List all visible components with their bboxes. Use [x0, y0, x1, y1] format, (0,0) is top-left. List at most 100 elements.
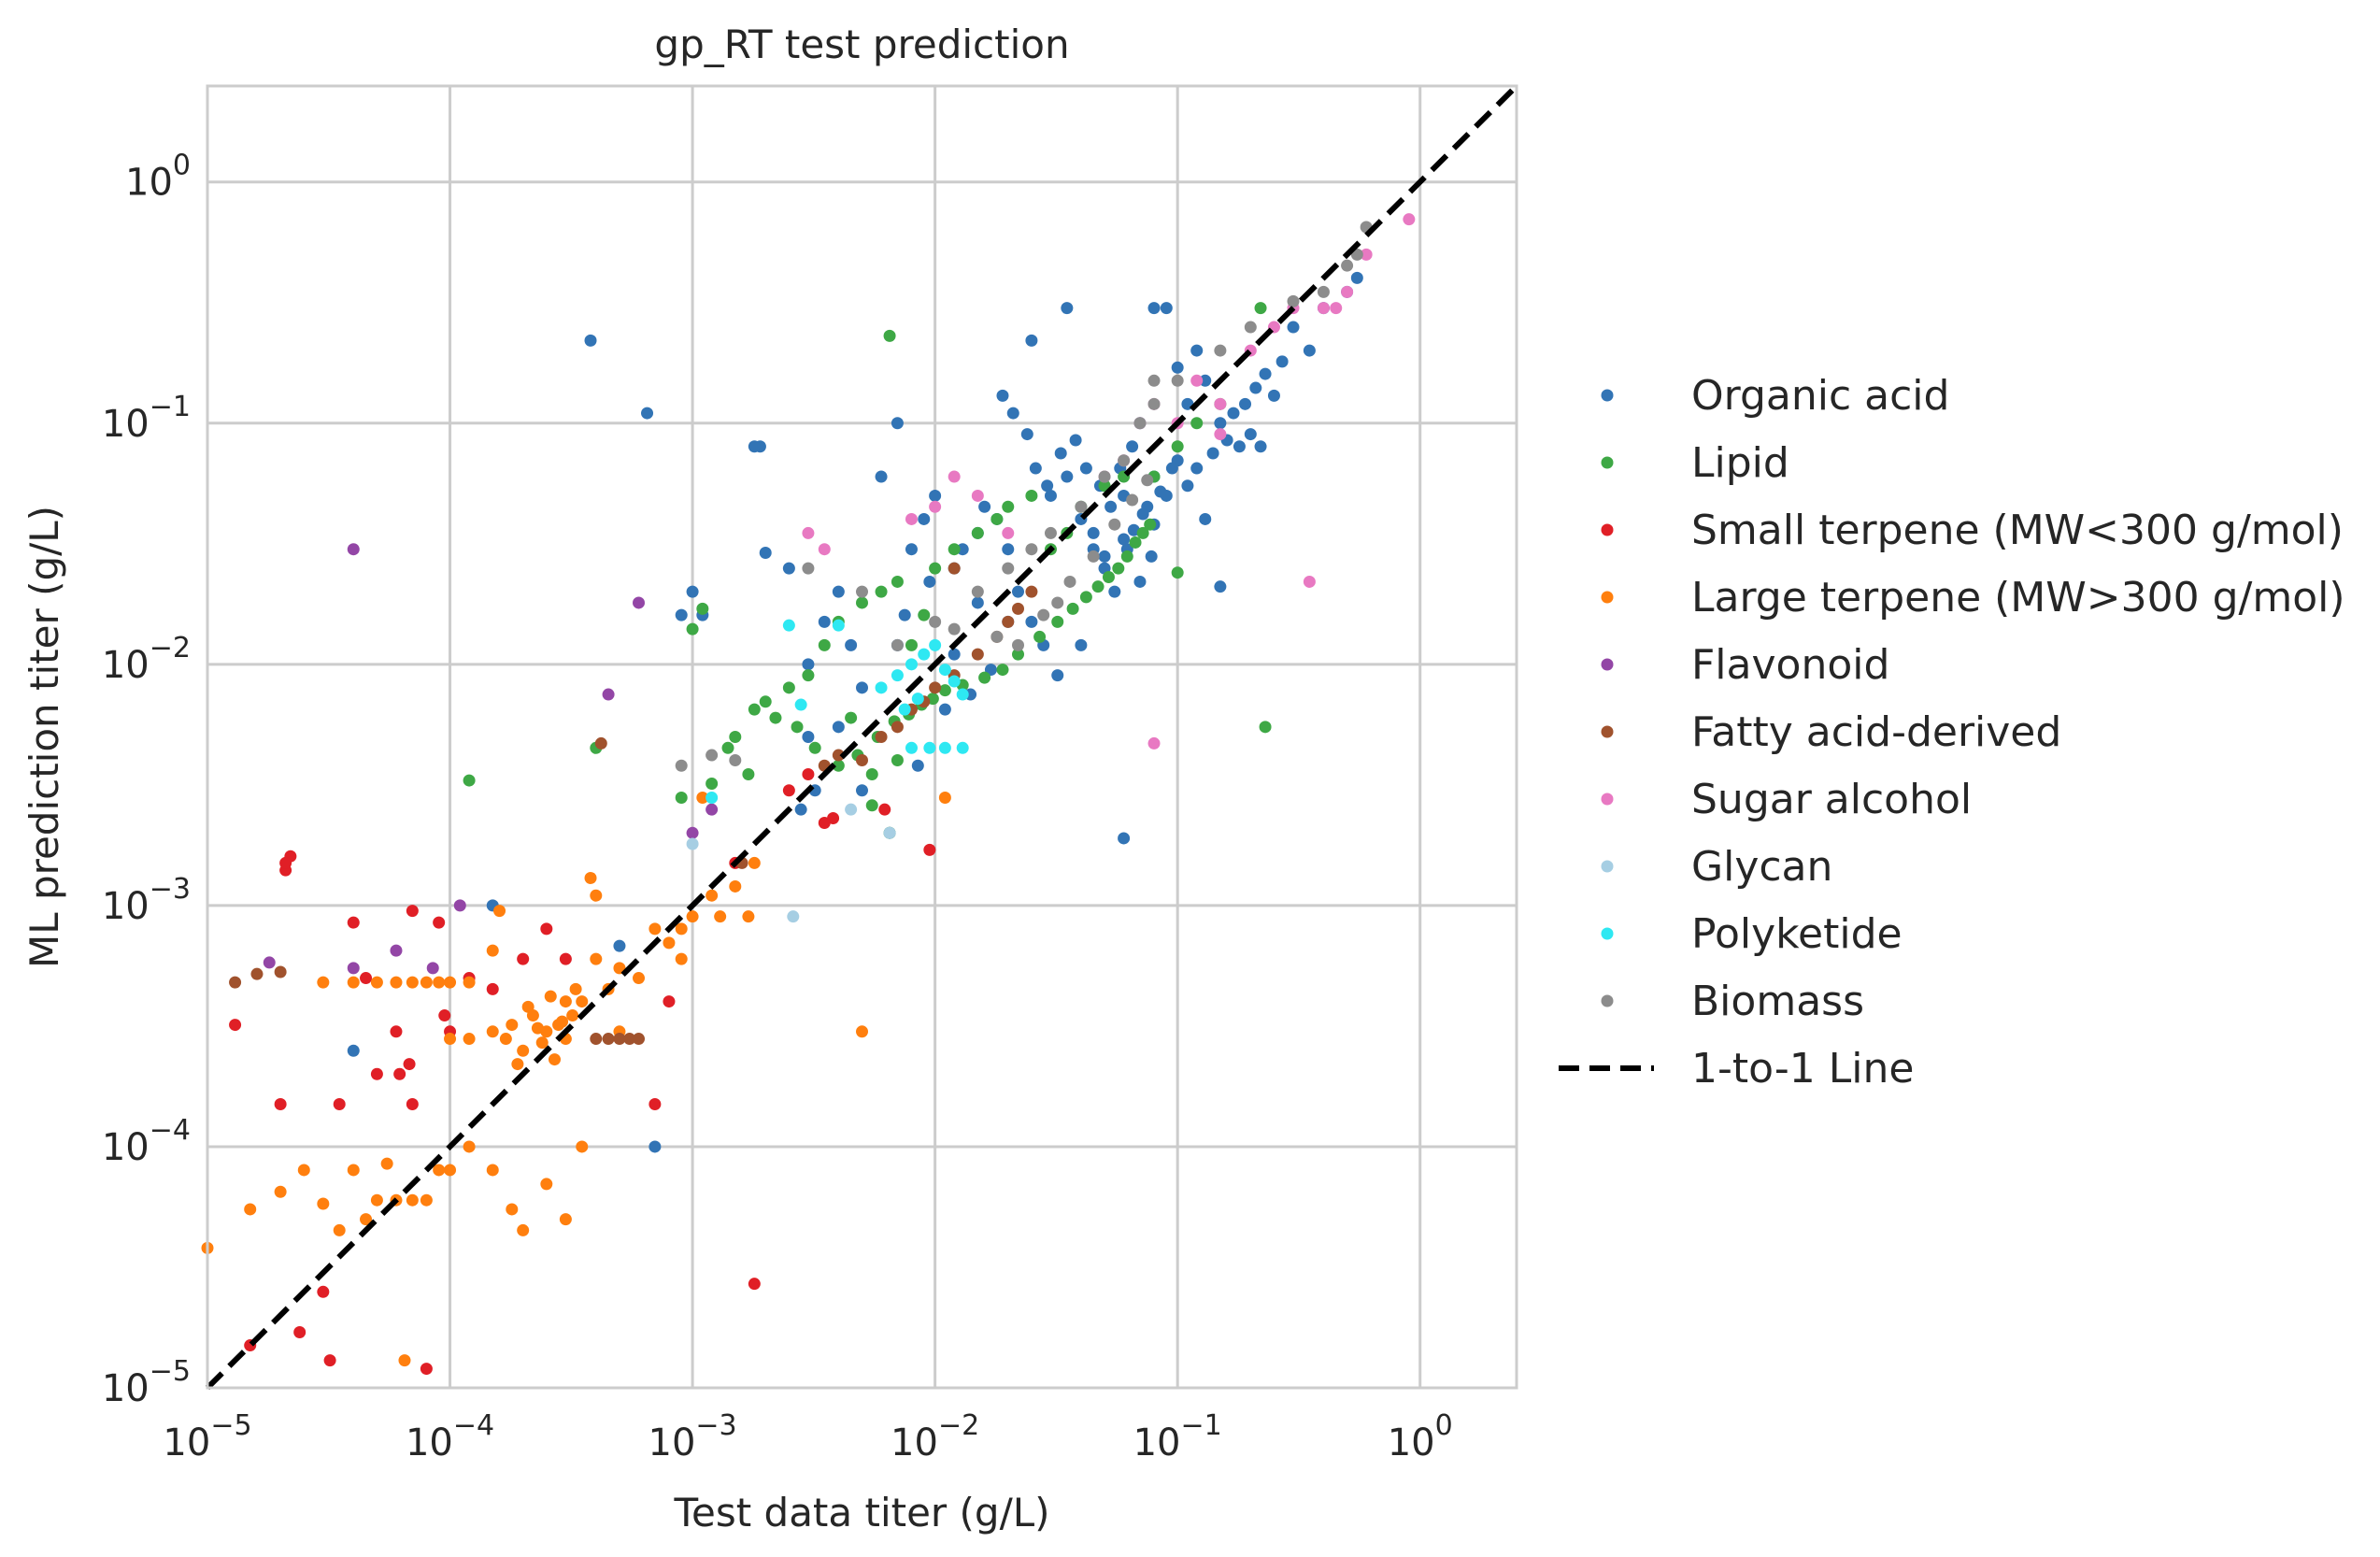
data-point	[802, 562, 815, 575]
data-point	[1267, 389, 1280, 402]
data-point	[540, 1178, 553, 1191]
data-point	[1206, 447, 1219, 460]
x-tick-base: 10	[1133, 1421, 1181, 1464]
data-point	[905, 741, 918, 754]
y-tick-base: 10	[102, 885, 150, 928]
data-point	[1012, 602, 1025, 615]
data-point	[794, 698, 807, 711]
data-point	[463, 1140, 476, 1153]
x-tick-exponent: −2	[938, 1409, 979, 1442]
data-point	[1160, 302, 1173, 315]
data-point	[1227, 407, 1240, 420]
data-point	[517, 1044, 530, 1057]
data-point	[705, 889, 719, 902]
x-tick-base: 10	[406, 1421, 453, 1464]
data-point	[1087, 550, 1100, 563]
legend-label: Biomass	[1691, 978, 1864, 1025]
data-point	[929, 562, 942, 575]
data-point	[923, 741, 936, 754]
data-point	[486, 1164, 499, 1177]
data-point	[229, 976, 242, 989]
data-point	[531, 1021, 544, 1035]
data-point	[499, 1033, 512, 1046]
data-point	[818, 543, 831, 556]
data-point	[929, 681, 942, 694]
data-point	[759, 546, 772, 559]
data-point	[956, 741, 969, 754]
data-point	[1287, 294, 1300, 307]
data-point	[559, 952, 572, 965]
data-point	[729, 754, 742, 767]
data-point	[1118, 832, 1131, 845]
data-point	[875, 470, 888, 483]
data-point	[1303, 575, 1316, 588]
data-point	[729, 879, 742, 893]
data-point	[696, 602, 709, 615]
data-point	[1244, 428, 1257, 441]
legend-label: Lipid	[1691, 439, 1789, 487]
data-point	[641, 407, 654, 420]
data-point	[891, 669, 904, 682]
data-point	[705, 791, 719, 804]
data-point	[748, 440, 761, 453]
data-point	[891, 575, 904, 588]
data-point	[420, 1193, 433, 1207]
data-point	[891, 721, 904, 734]
data-point	[317, 976, 330, 989]
legend-marker	[1601, 793, 1614, 806]
data-point	[856, 784, 868, 797]
data-point	[1214, 417, 1227, 430]
data-point	[918, 608, 931, 621]
y-tick-base: 10	[102, 1126, 150, 1169]
data-point	[929, 638, 942, 651]
data-point	[948, 543, 961, 556]
data-point	[347, 916, 360, 929]
data-point	[1244, 321, 1257, 334]
legend-marker	[1601, 860, 1614, 873]
data-point	[633, 596, 646, 609]
data-point	[444, 1164, 457, 1177]
data-point	[535, 1036, 549, 1050]
data-point	[390, 1025, 403, 1038]
data-point	[1069, 434, 1082, 447]
data-point	[971, 526, 984, 539]
data-point	[1214, 344, 1227, 357]
data-point	[1341, 259, 1354, 272]
legend-label: Polyketide	[1691, 910, 1903, 958]
data-point	[1002, 500, 1015, 513]
data-point	[891, 638, 904, 651]
data-point	[1002, 526, 1015, 539]
data-point	[544, 990, 557, 1003]
data-point	[1254, 440, 1267, 453]
data-point	[406, 905, 419, 918]
data-point	[1112, 562, 1125, 575]
data-point	[438, 1009, 451, 1022]
chart-title: gp_RT test prediction	[654, 21, 1069, 67]
data-point	[905, 658, 918, 671]
legend: Organic acid Lipid Small terpene (MW<300 g…	[1559, 372, 2345, 1093]
data-point	[929, 489, 942, 502]
data-point	[1165, 462, 1178, 475]
data-point	[1133, 417, 1147, 430]
data-point	[802, 669, 815, 682]
data-point	[1171, 566, 1184, 579]
data-point	[370, 1067, 383, 1080]
data-point	[333, 1223, 346, 1236]
data-point	[1259, 367, 1272, 380]
data-point	[663, 936, 676, 950]
data-point	[832, 759, 845, 772]
data-point	[856, 585, 868, 598]
data-point	[463, 976, 476, 989]
data-point	[1154, 485, 1167, 498]
data-point	[1051, 615, 1064, 628]
data-point	[938, 703, 951, 716]
data-point	[1118, 533, 1131, 546]
data-point	[1002, 543, 1015, 556]
data-point	[433, 976, 446, 989]
data-point	[898, 608, 911, 621]
data-point	[623, 1033, 636, 1046]
data-point	[905, 512, 918, 525]
data-point	[602, 688, 615, 701]
data-point	[1079, 591, 1092, 604]
legend-label: Glycan	[1691, 843, 1832, 891]
